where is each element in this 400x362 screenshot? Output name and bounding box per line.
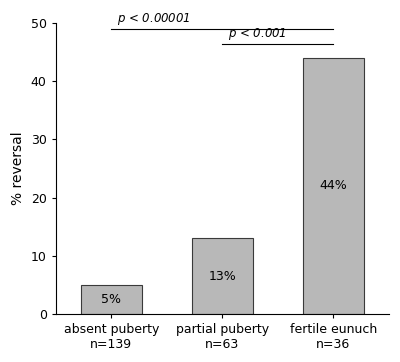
Text: 44%: 44%: [320, 180, 347, 193]
Text: 13%: 13%: [208, 270, 236, 283]
Y-axis label: % reversal: % reversal: [11, 132, 25, 205]
Bar: [192, 238, 253, 314]
Bar: [303, 58, 364, 314]
Text: $p$ < 0.00001: $p$ < 0.00001: [117, 11, 190, 27]
Bar: [81, 285, 142, 314]
Text: $p$ < 0.001: $p$ < 0.001: [228, 26, 286, 42]
Text: 5%: 5%: [101, 293, 121, 306]
